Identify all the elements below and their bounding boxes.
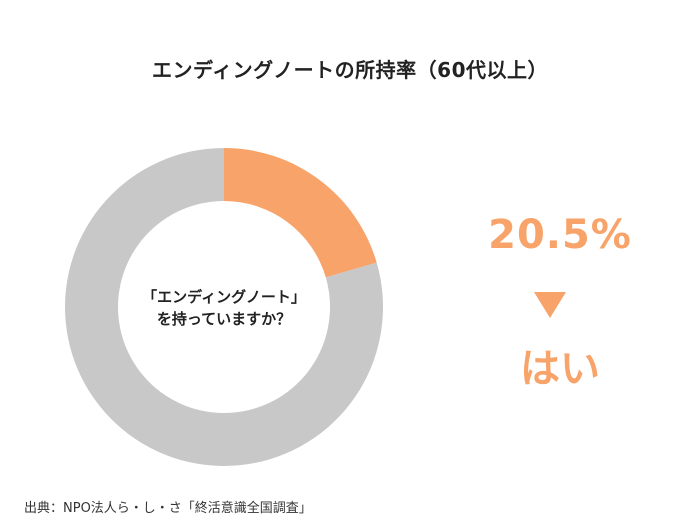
question-line-1: 「エンディングノート」 [142,288,306,306]
chart-title: エンディングノートの所持率（60代以上） [151,58,549,82]
donut-slices [65,148,384,467]
donut-slice-other [65,148,384,467]
down-triangle-shape [534,292,566,318]
highlight-percent: 20.5% [488,212,632,258]
question-line-2: を持っていますか？ [156,310,292,328]
source-note: 出典：NPO法人ら・し・さ「終活意識全国調査」 [24,501,312,516]
down-triangle-icon [534,292,566,318]
highlight-answer: はい [520,346,600,392]
donut-chart [65,148,384,467]
donut-center-question: 「エンディングノート」 を持っていますか？ [134,286,314,330]
donut-slice-yes [224,148,377,278]
